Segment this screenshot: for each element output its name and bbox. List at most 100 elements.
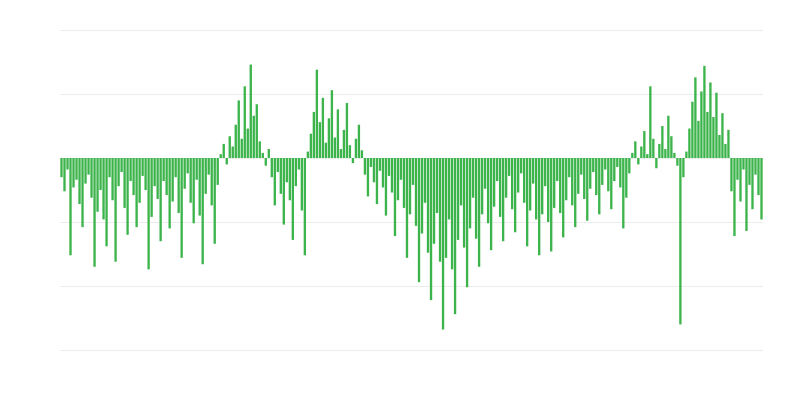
bar	[279, 158, 282, 194]
bar	[66, 158, 69, 170]
bar	[676, 158, 679, 166]
bar	[84, 158, 87, 184]
bar	[492, 158, 496, 207]
bar	[396, 158, 400, 201]
bar	[685, 151, 688, 158]
bar	[300, 158, 304, 211]
bar	[616, 158, 619, 167]
bar	[120, 158, 123, 173]
bar	[327, 118, 331, 158]
bar	[216, 158, 219, 185]
bar	[760, 158, 763, 220]
bar	[369, 158, 373, 167]
bar	[489, 158, 493, 251]
bar	[598, 158, 601, 215]
bar	[679, 158, 682, 325]
bar	[595, 158, 598, 196]
bar	[513, 158, 517, 233]
bar	[297, 158, 301, 170]
bar	[604, 158, 607, 170]
bar	[664, 149, 667, 158]
bar	[736, 158, 739, 180]
bar	[228, 136, 231, 158]
bar	[294, 158, 297, 187]
bar	[477, 158, 481, 267]
bar	[438, 158, 442, 262]
bar	[703, 65, 706, 158]
bar	[171, 158, 174, 202]
bar	[610, 158, 613, 210]
bar	[321, 97, 325, 158]
bar	[267, 149, 270, 158]
bar	[405, 158, 409, 258]
bar	[631, 152, 634, 158]
bar	[309, 133, 313, 158]
bar	[450, 158, 454, 270]
bar	[249, 64, 252, 158]
bar	[93, 158, 96, 267]
bar	[363, 158, 367, 175]
bar	[742, 158, 745, 170]
bar	[252, 115, 255, 158]
bar	[486, 158, 490, 224]
bar	[688, 128, 691, 158]
bar	[550, 158, 553, 252]
bar	[706, 111, 709, 158]
bar	[670, 136, 673, 158]
bar	[186, 158, 189, 174]
bar	[619, 158, 622, 188]
bar	[282, 158, 285, 225]
bar	[532, 158, 535, 184]
bar	[658, 143, 661, 158]
bar	[501, 158, 505, 242]
bar	[390, 158, 394, 193]
bar	[483, 158, 487, 189]
bar	[754, 158, 757, 175]
bar	[189, 158, 192, 203]
bar	[625, 158, 628, 198]
bar	[126, 158, 129, 235]
bar	[132, 158, 135, 196]
bar	[261, 152, 264, 158]
bar	[285, 158, 288, 183]
bar	[465, 158, 469, 288]
bar	[60, 158, 63, 178]
bar	[204, 158, 207, 194]
bar	[192, 158, 195, 224]
bar	[649, 86, 652, 158]
bar	[207, 158, 210, 175]
bar	[360, 150, 364, 158]
bar	[141, 158, 144, 176]
bar	[243, 86, 246, 158]
bar	[234, 124, 237, 158]
bar	[571, 158, 574, 206]
bar	[580, 158, 583, 175]
bar	[715, 92, 718, 158]
bar	[351, 158, 355, 164]
bar	[444, 158, 448, 258]
bar	[462, 158, 466, 248]
bar	[721, 113, 724, 158]
bar	[712, 117, 715, 158]
bar	[96, 158, 99, 212]
bar	[240, 138, 243, 158]
bar	[691, 101, 694, 158]
bar	[510, 158, 514, 210]
bar	[276, 158, 279, 173]
bar	[291, 158, 294, 240]
bar	[213, 158, 216, 244]
bar	[222, 143, 225, 158]
bar	[667, 115, 670, 158]
bar	[583, 158, 586, 199]
bar	[336, 109, 340, 158]
bar	[426, 158, 430, 253]
bar	[652, 138, 655, 158]
bar	[399, 158, 403, 180]
bar	[739, 158, 742, 202]
bar	[123, 158, 126, 208]
bar	[372, 158, 376, 183]
bar	[504, 158, 508, 198]
bar	[147, 158, 150, 270]
bar	[342, 129, 346, 158]
